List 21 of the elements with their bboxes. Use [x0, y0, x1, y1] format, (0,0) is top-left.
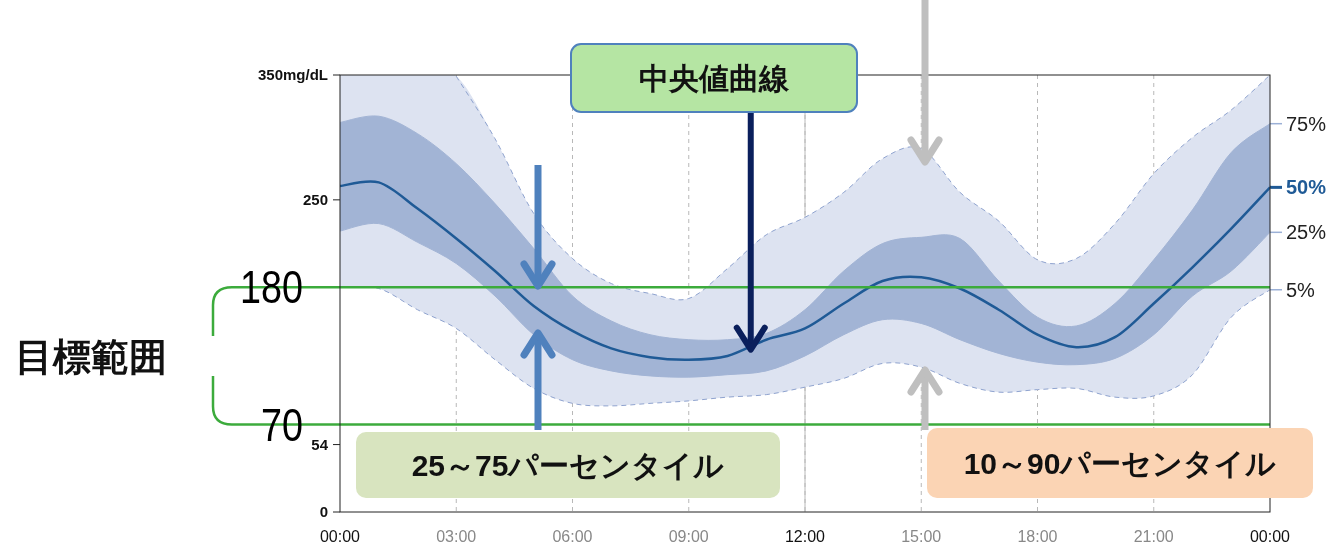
x-tick-label: 06:00: [552, 528, 593, 544]
annotation: 中央値曲線: [639, 62, 790, 95]
legend-label: 5%: [1286, 278, 1316, 301]
legend-label: 75%: [1286, 112, 1327, 135]
annotation: 25～75パーセンタイル: [411, 449, 725, 482]
y-tick-label: 350mg/dL: [257, 66, 328, 83]
x-tick-label: 00:00: [1249, 528, 1291, 544]
x-tick-label: 09:00: [668, 528, 709, 544]
x-tick-label: 03:00: [436, 528, 477, 544]
annotation: 10～90パーセンタイル: [963, 447, 1277, 480]
x-tick-label: 15:00: [901, 528, 942, 544]
y-tick-label: 250: [302, 190, 328, 208]
x-tick-label: 21:00: [1133, 528, 1174, 544]
y-tick-label: 54: [311, 435, 329, 453]
x-tick-label: 00:00: [319, 528, 361, 544]
text: 目標範囲: [15, 335, 167, 378]
legend-label: 25%: [1286, 221, 1327, 244]
x-tick-label: 12:00: [784, 528, 826, 544]
legend-label: 50%: [1286, 176, 1327, 199]
x-tick-label: 18:00: [1017, 528, 1058, 544]
y-tick-label: 0: [319, 503, 328, 520]
